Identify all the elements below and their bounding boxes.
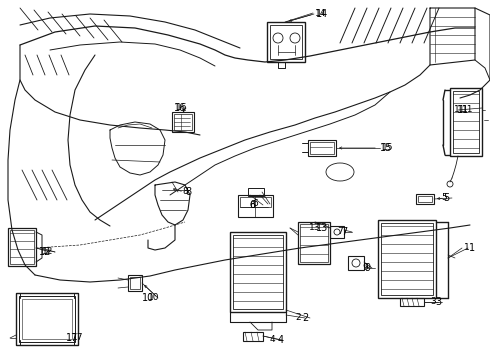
Text: 11: 11 <box>457 105 469 115</box>
Text: 12: 12 <box>42 248 53 256</box>
Text: 9: 9 <box>364 263 370 273</box>
Bar <box>453 91 479 153</box>
Bar <box>19 296 75 342</box>
Bar <box>418 196 432 202</box>
Text: 11: 11 <box>462 105 473 114</box>
Bar <box>174 114 192 130</box>
Text: 14: 14 <box>316 9 328 19</box>
Text: 16: 16 <box>176 104 188 112</box>
Bar <box>298 222 330 264</box>
Text: 17: 17 <box>72 333 83 342</box>
Text: 3: 3 <box>435 297 441 307</box>
Bar <box>267 22 305 62</box>
Bar <box>10 230 34 264</box>
Bar <box>381 223 433 295</box>
Bar <box>248 188 264 196</box>
Text: 17: 17 <box>66 333 78 343</box>
Bar <box>400 298 424 306</box>
Bar <box>270 25 302 59</box>
Bar <box>233 235 283 309</box>
Text: 2: 2 <box>295 314 301 323</box>
Text: 14: 14 <box>315 9 326 18</box>
Text: 13: 13 <box>309 224 321 233</box>
Text: 10: 10 <box>142 293 154 303</box>
Text: 6: 6 <box>252 199 258 208</box>
Bar <box>450 88 482 156</box>
Bar <box>416 194 434 204</box>
Text: 8: 8 <box>185 187 191 197</box>
Text: 7: 7 <box>341 227 347 237</box>
Text: 7: 7 <box>337 228 343 237</box>
Text: 11: 11 <box>454 105 466 114</box>
Text: 16: 16 <box>174 103 186 113</box>
Bar <box>378 220 436 298</box>
Text: 1: 1 <box>469 243 475 253</box>
Text: 15: 15 <box>380 143 392 153</box>
Text: 6: 6 <box>249 200 255 210</box>
Text: 15: 15 <box>382 144 393 153</box>
Bar <box>240 197 271 207</box>
Text: 12: 12 <box>39 247 51 257</box>
Bar <box>16 293 78 345</box>
Bar <box>243 332 263 341</box>
Bar <box>310 142 334 154</box>
Bar <box>172 112 194 132</box>
Bar <box>348 256 364 270</box>
Bar <box>330 226 344 238</box>
Text: 8: 8 <box>182 188 188 197</box>
Bar <box>22 299 72 339</box>
Text: 13: 13 <box>316 223 328 233</box>
Text: 5: 5 <box>443 193 449 203</box>
Bar <box>128 275 142 291</box>
Bar <box>238 195 273 217</box>
Text: 4: 4 <box>278 335 284 345</box>
Text: 9: 9 <box>362 264 368 273</box>
Bar <box>300 224 328 262</box>
Text: 5: 5 <box>441 194 447 202</box>
Text: 10: 10 <box>148 293 160 302</box>
Text: 6: 6 <box>249 201 255 210</box>
Bar <box>308 140 336 156</box>
Text: 1: 1 <box>464 243 470 252</box>
Text: 3: 3 <box>430 297 436 306</box>
Bar <box>130 277 140 289</box>
Text: 2: 2 <box>302 313 308 323</box>
Text: 4: 4 <box>270 336 275 345</box>
Bar <box>230 232 286 312</box>
Bar <box>8 228 36 266</box>
